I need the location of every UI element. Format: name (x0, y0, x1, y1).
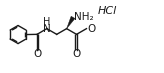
Text: O: O (33, 49, 41, 59)
Text: NH₂: NH₂ (74, 12, 94, 22)
Text: HCl: HCl (98, 6, 117, 16)
Text: O: O (72, 49, 81, 59)
Text: O: O (87, 24, 95, 34)
Text: H: H (43, 17, 50, 27)
Text: N: N (43, 24, 50, 34)
Polygon shape (67, 16, 75, 29)
